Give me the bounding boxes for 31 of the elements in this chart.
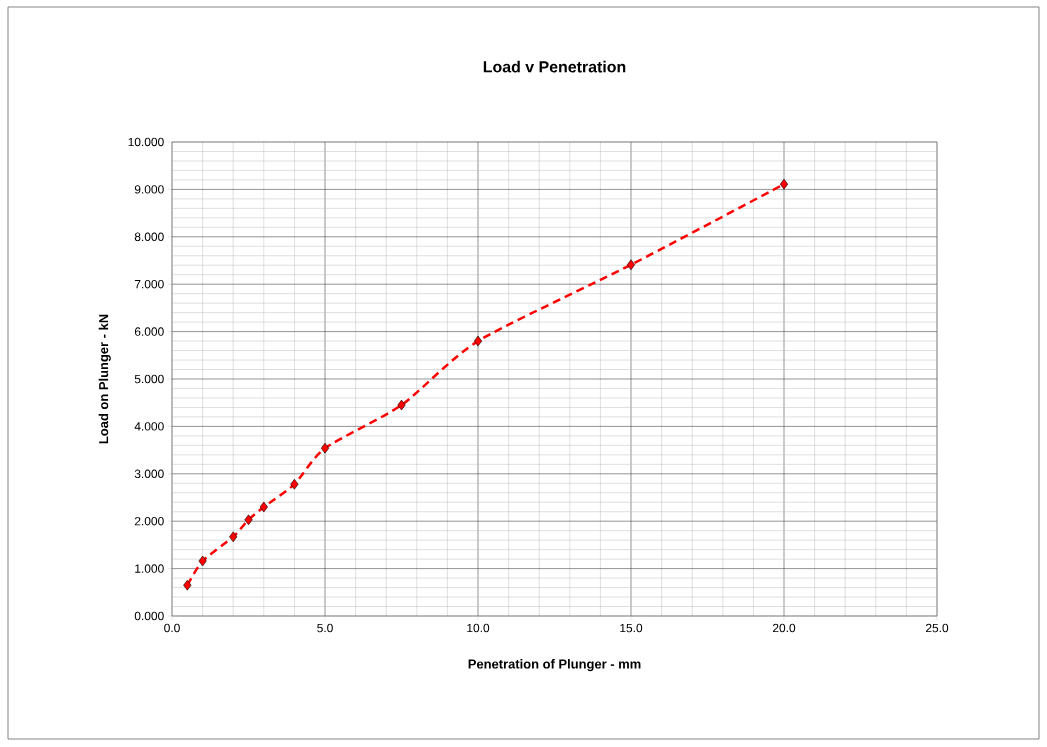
point (290, 478, 299, 490)
y-tick-label: 5.000 (134, 374, 164, 384)
point (320, 442, 330, 454)
y-tick-label: 10.000 (128, 137, 164, 147)
point (779, 178, 789, 190)
x-tick-label: 10.0 (467, 623, 490, 633)
point (473, 335, 483, 347)
x-tick-label: 5.0 (317, 623, 333, 633)
y-tick-label: 2.000 (134, 516, 164, 526)
point (259, 501, 268, 513)
chart-title: Load v Penetration (483, 60, 626, 73)
y-tick-label: 4.000 (134, 422, 164, 431)
y-tick-label: 0.000 (134, 611, 164, 621)
x-tick-label: 15.0 (620, 623, 643, 633)
x-axis-title: Penetration of Plunger - mm (468, 659, 641, 672)
y-axis-title: Load on Plunger - kN (98, 314, 111, 444)
point (244, 514, 253, 526)
y-tick-label: 7.000 (134, 279, 164, 289)
point (229, 531, 238, 543)
y-tick-label: 6.000 (134, 327, 164, 336)
point (397, 399, 406, 411)
x-tick-label: 25.0 (925, 623, 949, 633)
x-tick-label: 20.0 (772, 623, 796, 633)
point (198, 555, 207, 567)
y-tick-label: 8.000 (134, 232, 164, 242)
y-tick-label: 9.000 (134, 185, 164, 194)
x-tick-label: 0.0 (164, 623, 180, 633)
point (626, 259, 636, 271)
y-tick-label: 1.000 (135, 564, 164, 573)
point (183, 579, 192, 591)
y-tick-label: 3.000 (134, 469, 164, 479)
